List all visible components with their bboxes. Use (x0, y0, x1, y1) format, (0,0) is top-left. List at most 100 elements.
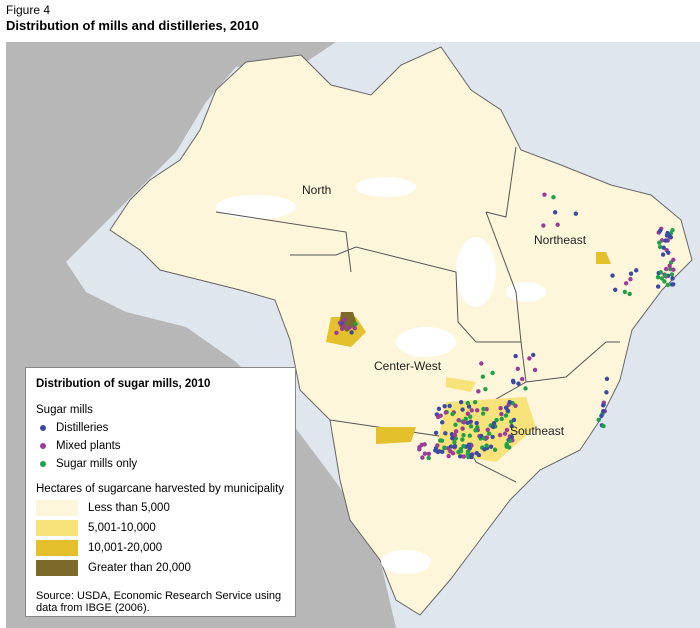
legend-label: 10,001-20,000 (88, 542, 163, 554)
mill-dot (573, 211, 579, 216)
mill-dot (513, 353, 518, 359)
mill-dots (334, 192, 676, 461)
legend-dot (40, 461, 46, 467)
source: Source: USDA, Economic Research Service … (36, 590, 282, 614)
mill-dot (452, 432, 458, 438)
legend-row: Distilleries (36, 419, 285, 437)
mill-dot (458, 400, 464, 405)
mill-dot (437, 449, 442, 454)
mill-dot (622, 289, 628, 295)
mill-dot (666, 232, 671, 237)
mill-dot (663, 273, 668, 278)
mill-dot (474, 420, 479, 426)
legend-dot (40, 443, 46, 449)
mill-dot (505, 408, 511, 413)
mill-dot (667, 263, 672, 269)
mill-dot (657, 228, 663, 234)
mill-dot (510, 378, 516, 384)
mill-dot (623, 281, 629, 286)
mill-dot (467, 433, 473, 438)
mill-dot (466, 404, 472, 409)
mill-dot (450, 450, 456, 456)
legend-label: Sugar mills only (56, 458, 138, 470)
mill-dot (515, 366, 521, 372)
mill-dot (473, 428, 478, 433)
legend-row: Greater than 20,000 (36, 558, 285, 578)
legend: Distribution of sugar mills, 2010 Sugar … (25, 367, 296, 617)
mills-list: Distilleries Mixed plants Sugar mills only (36, 419, 285, 473)
mill-dot (433, 430, 439, 436)
mill-dot (634, 268, 639, 273)
mill-dot (491, 420, 497, 426)
mill-dot (469, 408, 474, 413)
mill-dot (465, 451, 471, 457)
mill-dot (352, 325, 357, 331)
mill-dot (452, 440, 457, 445)
mill-dot (426, 455, 431, 461)
mill-dot (422, 451, 428, 456)
mill-dot (599, 413, 604, 419)
mill-dot (490, 370, 495, 376)
mill-dot (472, 399, 478, 405)
mill-dot (555, 222, 560, 227)
mill-dot (436, 406, 442, 411)
mill-dot (468, 414, 473, 419)
mill-dot (461, 433, 466, 438)
mill-dot (663, 238, 668, 243)
legend-heading: Hectares of sugarcane harvested by munic… (36, 483, 285, 495)
mill-dot (628, 271, 634, 276)
mill-dot (513, 403, 518, 408)
region-label: Southeast (510, 424, 565, 438)
legend-label: Greater than 20,000 (88, 562, 191, 574)
mill-dot (610, 273, 615, 278)
mill-dot (468, 419, 473, 424)
mill-dot (474, 408, 480, 413)
mill-dot (448, 444, 454, 449)
mill-dot (494, 417, 499, 423)
mill-dot (456, 418, 461, 423)
mill-dot (458, 454, 463, 459)
mill-dot (460, 437, 465, 442)
mill-dot (600, 403, 606, 408)
mill-dot (655, 284, 661, 289)
mill-dot (509, 423, 514, 429)
mill-dot (460, 426, 465, 431)
mill-dot (604, 390, 609, 395)
mill-dot (466, 442, 472, 447)
legend-row: 5,001-10,000 (36, 518, 285, 538)
mill-dot (499, 411, 504, 417)
mill-dot (552, 210, 558, 215)
legend-swatch (36, 540, 78, 556)
mill-dot (516, 381, 521, 386)
mill-dot (668, 235, 674, 240)
legend-label: Less than 5,000 (88, 502, 170, 514)
mill-dot (503, 413, 509, 418)
mill-dot (482, 447, 487, 452)
mill-dot (604, 376, 610, 382)
mill-dot (346, 325, 351, 331)
mill-dot (596, 417, 601, 423)
mill-dot (452, 443, 458, 449)
mill-dot (476, 389, 481, 394)
mill-dot (658, 270, 663, 275)
mill-dot (450, 435, 455, 441)
mill-dot (670, 276, 675, 281)
mill-dot (446, 453, 451, 459)
mill-dot (601, 408, 606, 414)
mill-dot (341, 323, 346, 329)
mill-dot (663, 266, 669, 272)
mill-dot (420, 455, 425, 460)
mill-dot (666, 250, 671, 255)
mill-dot (480, 374, 486, 379)
mill-dot (488, 444, 494, 449)
mill-dot (417, 445, 422, 450)
mill-dot (498, 405, 503, 411)
mill-dot (669, 272, 675, 277)
mill-dot (453, 429, 459, 434)
mill-dot (657, 240, 662, 245)
mill-dot (507, 438, 513, 444)
mill-dot (613, 287, 618, 293)
mill-dot (507, 399, 512, 405)
mill-dot (342, 317, 347, 322)
title: Distribution of mills and distilleries, … (6, 18, 259, 33)
